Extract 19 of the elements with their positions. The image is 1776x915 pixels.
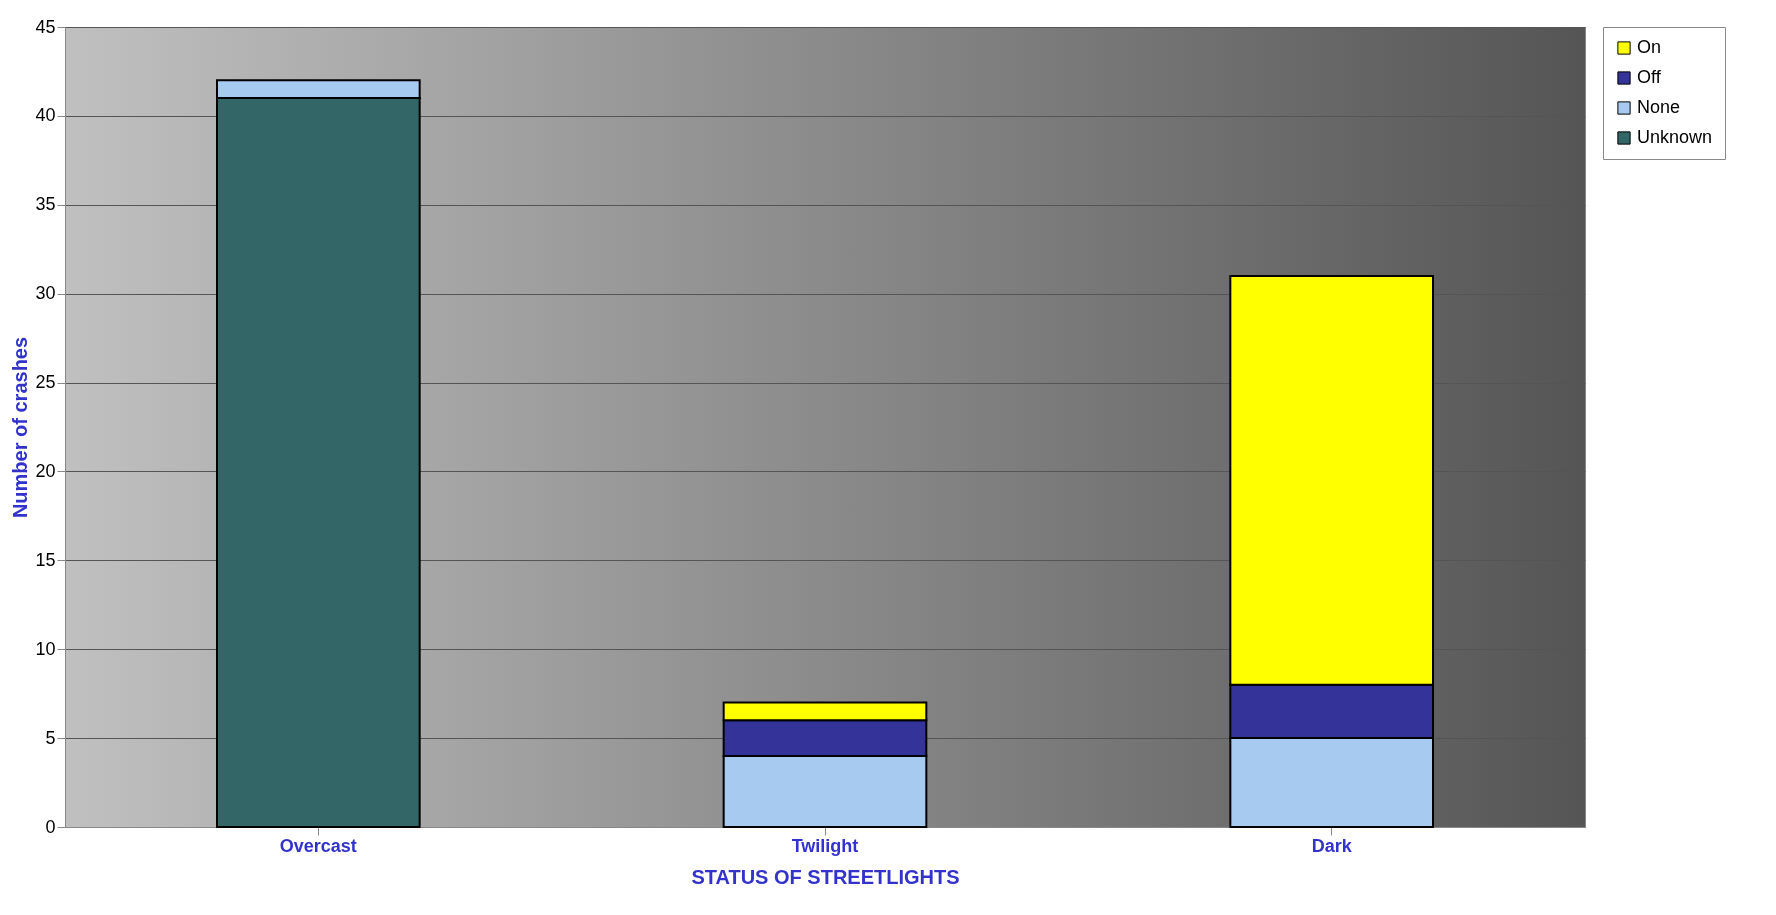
y-tick-label: 40 xyxy=(35,105,56,126)
x-tick-label: Overcast xyxy=(279,835,357,856)
y-tick-label: 15 xyxy=(35,549,56,570)
legend-label: On xyxy=(1637,37,1662,57)
x-tick-label: Twilight xyxy=(791,835,859,856)
y-tick-label: 25 xyxy=(35,372,56,393)
x-axis-title: STATUS OF STREETLIGHTS xyxy=(691,865,960,888)
x-tick-label: Dark xyxy=(1311,835,1353,856)
legend-label: Off xyxy=(1637,67,1662,87)
y-tick-label: 35 xyxy=(35,194,56,215)
legend-label: None xyxy=(1637,97,1681,117)
legend-label: Unknown xyxy=(1637,127,1713,147)
y-tick-label: 20 xyxy=(35,460,56,481)
y-tick-label: 10 xyxy=(35,638,56,659)
y-tick-label: 0 xyxy=(45,816,56,837)
y-tick-label: 45 xyxy=(35,16,56,37)
y-tick-label: 30 xyxy=(35,283,56,304)
y-axis-title: Number of crashes xyxy=(9,336,32,519)
y-tick-label: 5 xyxy=(45,727,56,748)
